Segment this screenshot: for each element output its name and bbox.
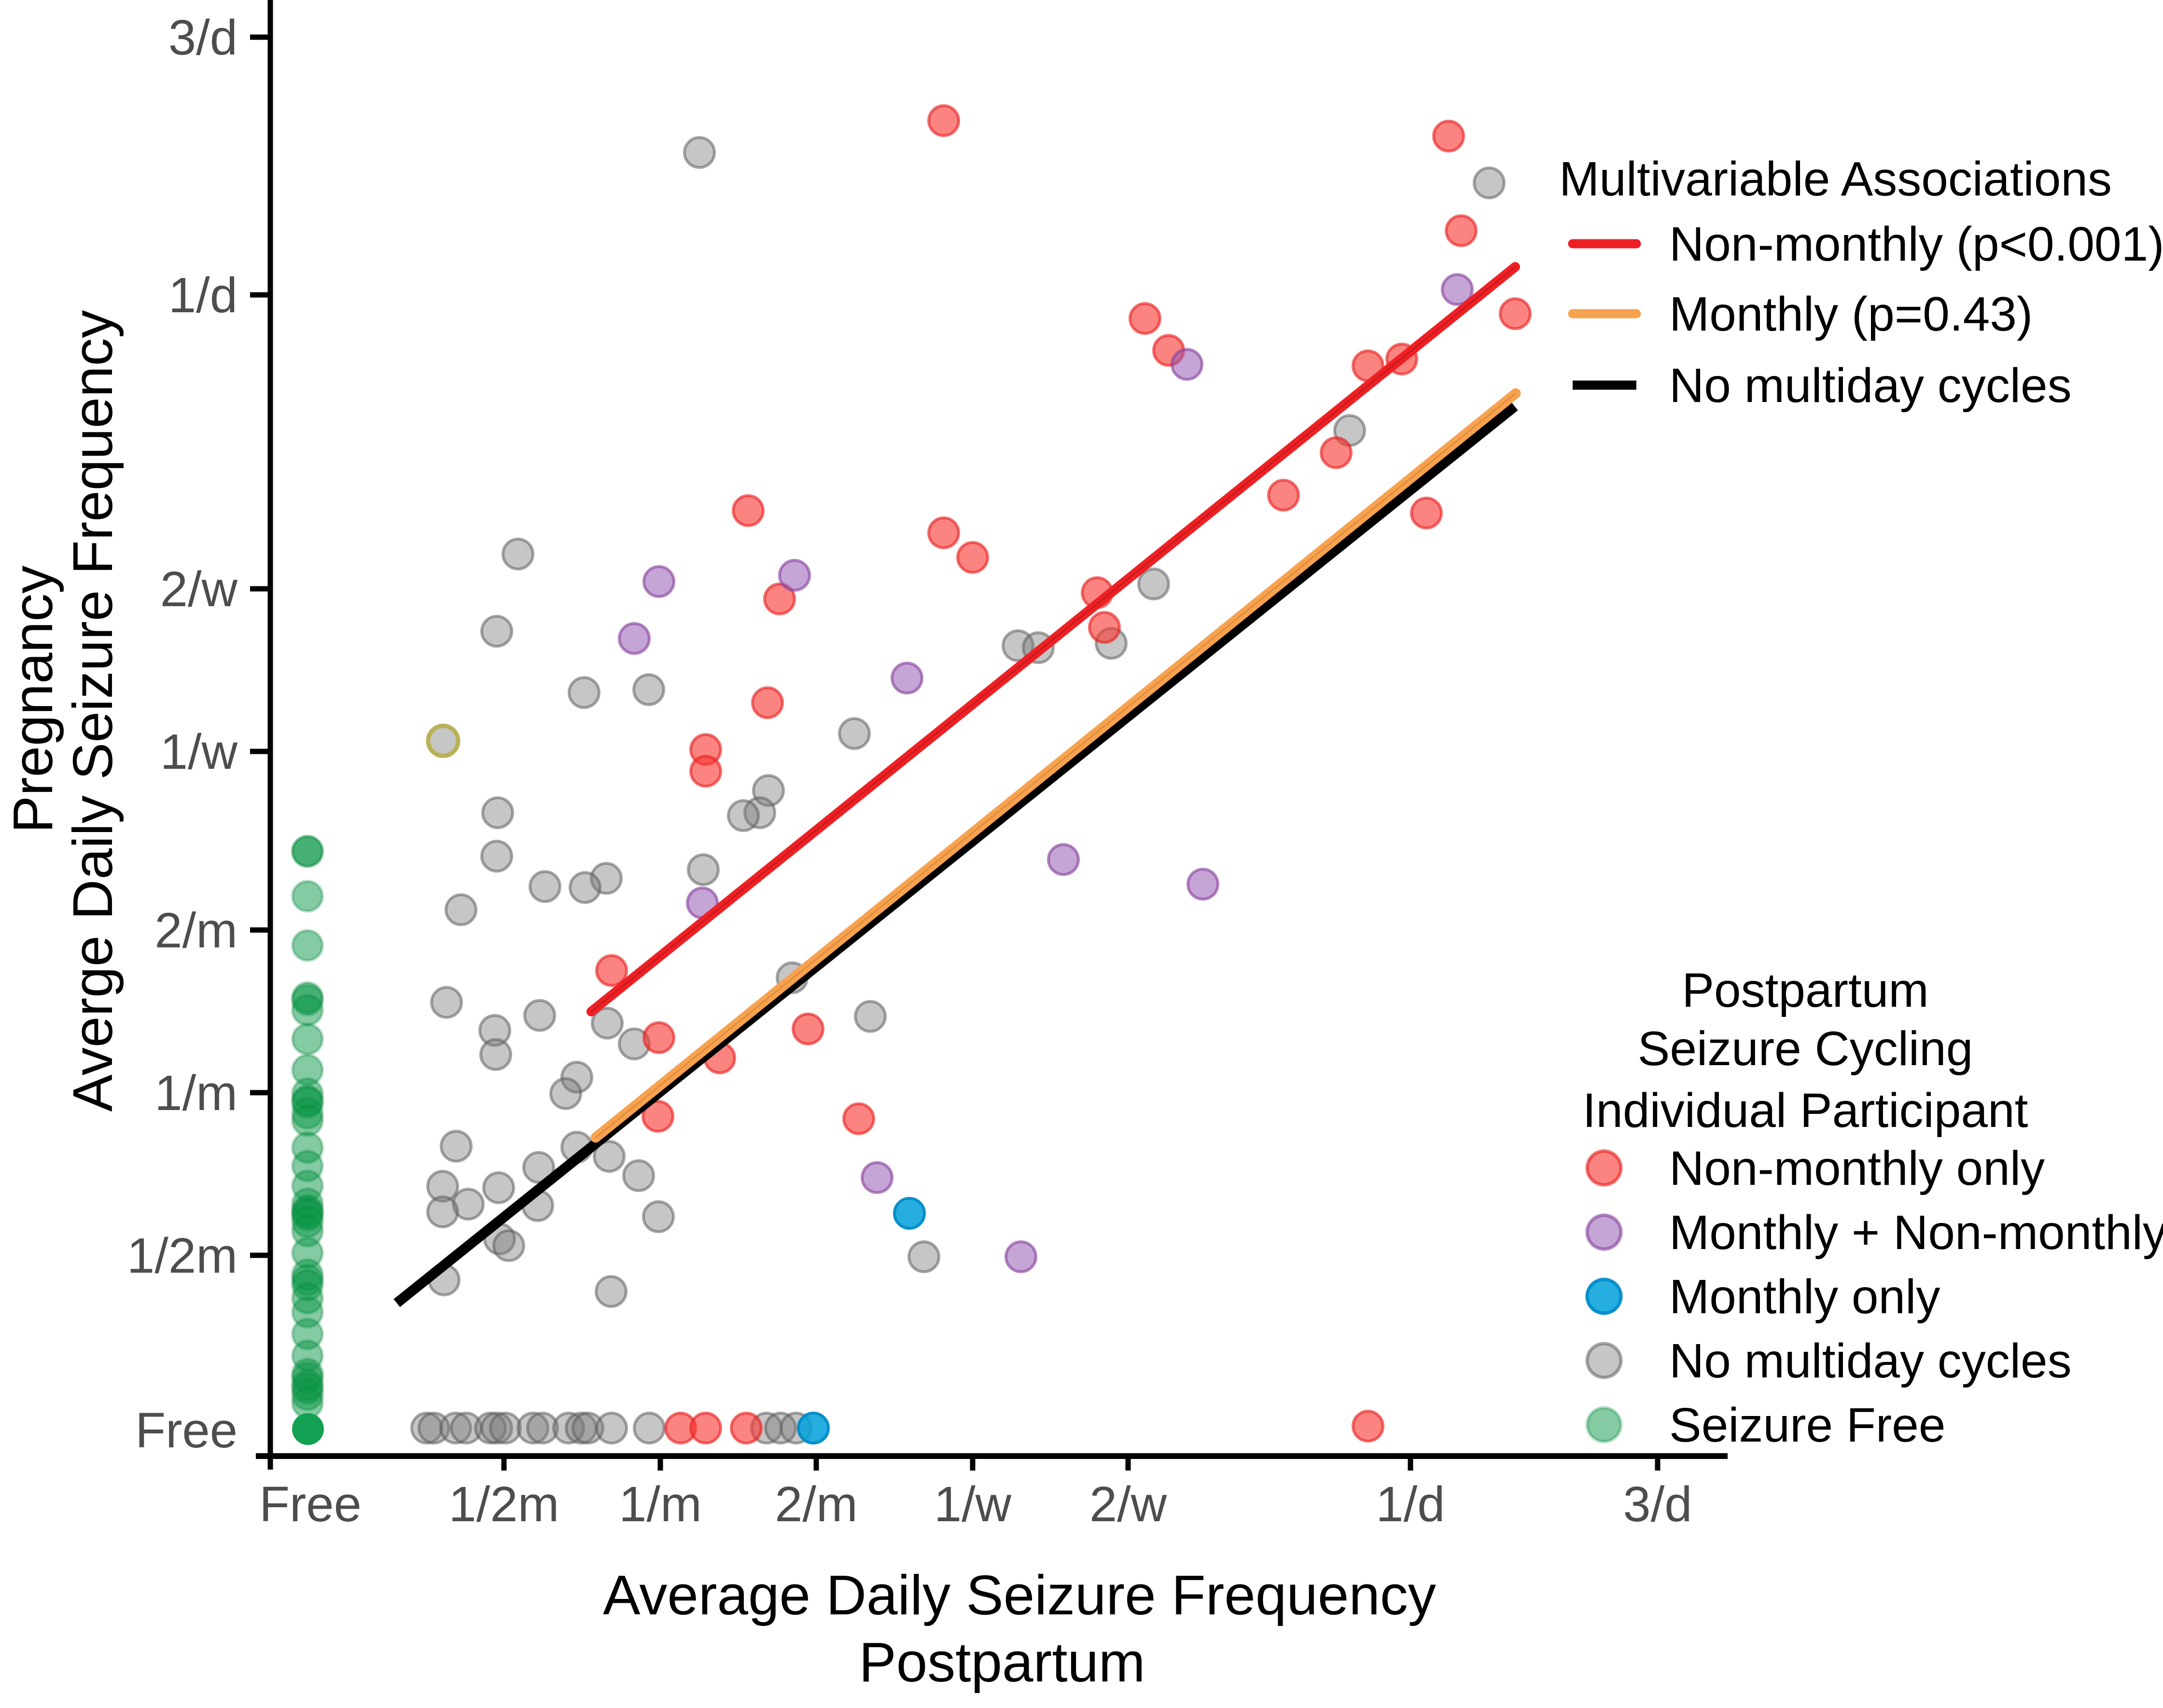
svg-text:Non-monthly only: Non-monthly only	[1669, 1141, 2045, 1195]
svg-text:1/d: 1/d	[168, 267, 237, 323]
svg-text:Monthly + Non-monthly: Monthly + Non-monthly	[1669, 1206, 2163, 1260]
svg-text:Free: Free	[135, 1403, 237, 1458]
svg-text:Average Daily Seizure Frequenc: Average Daily Seizure Frequency	[603, 1564, 1436, 1626]
svg-text:2/m: 2/m	[775, 1476, 858, 1532]
svg-text:Seizure Free: Seizure Free	[1669, 1398, 1945, 1452]
svg-text:1/2m: 1/2m	[127, 1228, 237, 1283]
svg-text:1/m: 1/m	[154, 1065, 237, 1121]
svg-text:1/w: 1/w	[934, 1476, 1012, 1532]
svg-text:Postpartum: Postpartum	[1682, 963, 1928, 1017]
svg-text:Monthly only: Monthly only	[1669, 1270, 1940, 1324]
svg-text:Averge Daily Seizure Frequency: Averge Daily Seizure Frequency	[61, 310, 124, 1111]
svg-text:1/2m: 1/2m	[449, 1476, 559, 1532]
svg-text:No multiday cycles: No multiday cycles	[1669, 1334, 2072, 1388]
svg-text:Non-monthly (p<0.001): Non-monthly (p<0.001)	[1669, 217, 2163, 271]
svg-text:Pregnancy: Pregnancy	[1, 566, 64, 833]
svg-text:Monthly (p=0.43): Monthly (p=0.43)	[1669, 287, 2033, 341]
svg-text:2/w: 2/w	[1089, 1476, 1167, 1532]
svg-text:Individual Participant: Individual Participant	[1583, 1083, 2028, 1138]
svg-text:Postpartum: Postpartum	[859, 1631, 1145, 1694]
svg-text:2/m: 2/m	[154, 903, 237, 958]
svg-text:3/d: 3/d	[168, 10, 237, 65]
svg-text:1/d: 1/d	[1376, 1476, 1445, 1532]
svg-text:1/m: 1/m	[619, 1476, 702, 1532]
svg-text:3/d: 3/d	[1623, 1476, 1692, 1532]
svg-text:1/w: 1/w	[160, 724, 238, 779]
svg-text:Seizure Cycling: Seizure Cycling	[1638, 1022, 1973, 1076]
svg-text:No multiday cycles: No multiday cycles	[1669, 359, 2072, 413]
svg-text:Free: Free	[259, 1476, 362, 1532]
svg-text:2/w: 2/w	[160, 561, 238, 617]
svg-text:Multivariable Associations: Multivariable Associations	[1559, 152, 2112, 206]
